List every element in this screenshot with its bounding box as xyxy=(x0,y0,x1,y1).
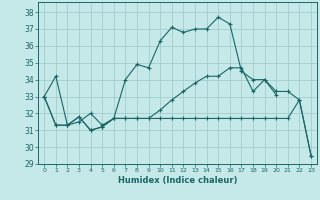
X-axis label: Humidex (Indice chaleur): Humidex (Indice chaleur) xyxy=(118,176,237,185)
